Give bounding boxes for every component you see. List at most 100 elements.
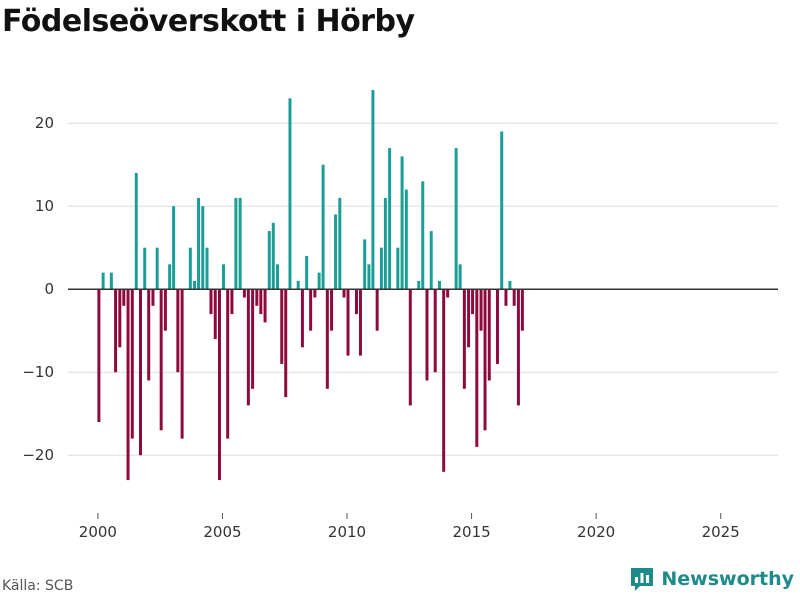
bar [516,289,520,406]
y-tick-label: −10 [22,363,54,381]
bar [226,289,230,439]
bar [251,289,255,389]
source-label: Källa: SCB [2,578,74,594]
bar [242,289,246,298]
bar [400,156,404,290]
bar [280,289,284,364]
bar [354,289,358,315]
bar [255,289,259,306]
bar [267,231,271,290]
bar [217,289,221,481]
bar [263,289,267,323]
bar [172,206,176,290]
y-tick-label: −20 [22,446,54,464]
bar [454,148,458,290]
bar [317,272,321,290]
bar [313,289,317,298]
x-tick-label: 2010 [328,523,366,541]
bar [213,289,217,339]
bar [139,289,142,456]
brand-logo: Newsworthy [629,566,794,592]
bar [342,289,346,298]
bar [238,197,242,290]
bar [508,280,512,290]
bar [246,289,250,406]
bar [288,98,292,290]
bar [458,264,462,290]
bar [334,214,338,290]
bar [305,256,309,290]
bar [101,272,105,290]
bar [479,289,483,331]
bar [151,289,155,306]
bar [475,289,479,447]
bar [504,289,508,306]
bar [176,289,180,373]
bar [408,289,412,406]
bar [300,289,304,348]
x-tick-label: 2015 [452,523,490,541]
bar [520,289,524,331]
bar [155,247,159,290]
bar [433,289,437,373]
bar [500,131,504,290]
bar [321,164,325,290]
bar [429,231,433,290]
bar [168,264,172,290]
bar [471,289,475,315]
bar [483,289,487,431]
x-axis-ticks: 2000 2005 2010 2015 2020 2025 [79,513,740,541]
bar [371,90,375,290]
bar [404,189,408,290]
y-tick-label: 10 [35,197,54,215]
bar [346,289,350,356]
bar [147,289,151,381]
bar [358,289,362,356]
bar [417,280,421,290]
bar [130,289,134,439]
bar [234,197,238,290]
bar [425,289,429,381]
x-tick-label: 2025 [702,523,740,541]
bar [467,289,471,348]
bars [97,90,524,481]
bar [276,264,280,290]
bar [296,280,300,290]
x-tick-label: 2000 [79,523,117,541]
bar [437,280,441,290]
bar [284,289,288,398]
bar [159,289,163,431]
bar [338,197,342,290]
bar [230,289,234,315]
bar [512,289,516,306]
bar [330,289,334,331]
brand-name: Newsworthy [661,568,794,590]
bar [188,247,192,290]
bar [114,289,118,373]
bar [367,264,371,290]
bar [446,289,450,298]
bar [379,247,383,290]
bar [118,289,122,348]
x-tick-label: 2020 [577,523,615,541]
bar [309,289,313,331]
bar [97,289,101,422]
bar [197,197,201,290]
bar [421,181,425,290]
bar [396,247,400,290]
bar [126,289,130,481]
bar [221,264,225,290]
y-axis-ticks: −20 −10 0 10 20 [22,114,54,464]
bar [180,289,184,439]
bar [109,272,113,290]
bar [495,289,499,364]
bar [388,148,392,290]
y-tick-label: 20 [35,114,54,132]
bar [325,289,329,389]
bar [193,280,197,290]
bar [209,289,213,315]
bar [143,247,147,290]
chart-title: Födelseöverskott i Hörby [2,4,415,39]
bar [363,239,367,290]
